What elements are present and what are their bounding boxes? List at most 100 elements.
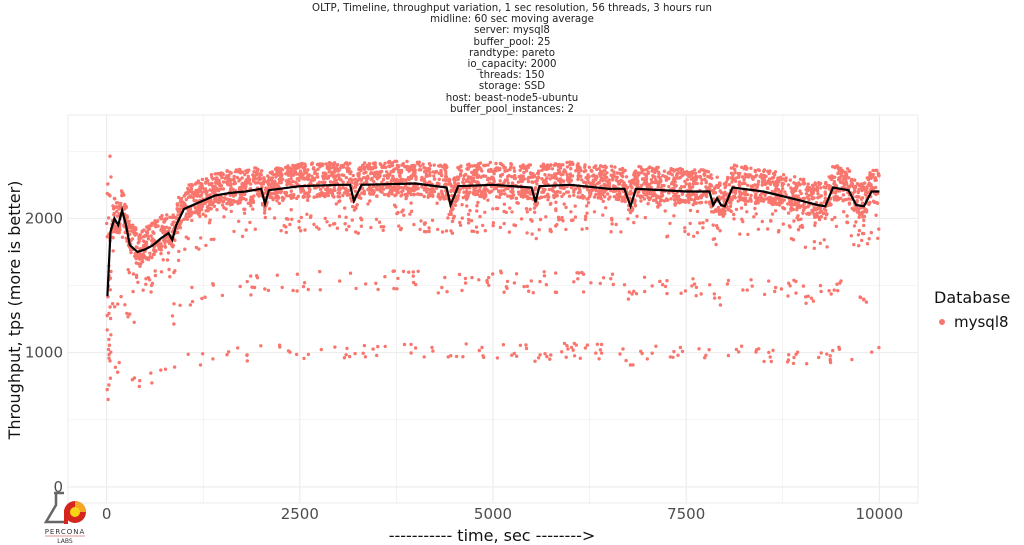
data-point (310, 174, 314, 178)
data-point (303, 228, 307, 232)
data-point (633, 169, 638, 173)
data-point (484, 174, 488, 178)
data-point (814, 208, 818, 212)
data-point (676, 172, 680, 176)
data-point (392, 186, 396, 190)
data-point (441, 178, 446, 182)
data-point (170, 222, 174, 227)
data-point (107, 356, 111, 360)
data-point (130, 237, 135, 241)
data-point (558, 190, 562, 194)
percona-labs-logo: PERCONA LABS (43, 491, 86, 545)
data-point (232, 229, 236, 234)
data-point (524, 207, 529, 211)
data-point (419, 168, 423, 172)
data-point (220, 293, 225, 298)
data-point (739, 206, 744, 210)
data-point (581, 290, 586, 294)
data-point (347, 224, 351, 229)
data-point (105, 313, 109, 318)
data-point (732, 212, 736, 217)
data-point (396, 164, 401, 168)
data-point (309, 214, 313, 218)
data-point (762, 292, 767, 297)
logo-subtext: LABS (57, 538, 73, 545)
data-point (569, 345, 574, 350)
data-point (159, 368, 163, 372)
data-point (327, 169, 331, 173)
data-point (355, 203, 359, 207)
data-point (728, 204, 733, 209)
data-point (705, 218, 709, 223)
data-point (836, 289, 840, 293)
data-point (267, 207, 272, 211)
data-point (218, 196, 222, 200)
data-point (106, 347, 111, 352)
data-point (106, 182, 110, 186)
data-point (766, 179, 770, 183)
data-point (828, 203, 832, 207)
data-point (440, 173, 444, 178)
data-point (245, 279, 249, 284)
data-point (316, 167, 320, 171)
data-point (418, 192, 423, 197)
data-point (789, 201, 793, 205)
data-point (545, 176, 549, 180)
data-point (197, 187, 201, 192)
data-point (423, 166, 427, 170)
data-point (857, 228, 862, 233)
data-point (129, 250, 133, 255)
data-point (411, 270, 415, 274)
data-point (203, 295, 207, 299)
data-point (737, 195, 741, 199)
data-point (372, 190, 376, 194)
data-point (706, 170, 711, 174)
data-point (111, 204, 115, 208)
data-point (579, 174, 583, 178)
data-point (786, 294, 790, 298)
data-point (635, 214, 639, 218)
data-point (740, 175, 745, 179)
data-point (237, 219, 241, 223)
data-point (168, 275, 172, 279)
data-point (513, 223, 518, 228)
data-point (832, 182, 836, 186)
data-point (353, 185, 357, 189)
data-point (572, 193, 576, 197)
data-point (837, 178, 842, 182)
data-point (107, 352, 111, 357)
data-point (176, 258, 181, 263)
data-point (274, 195, 278, 200)
data-point (407, 177, 411, 182)
data-point (508, 194, 513, 198)
data-point (411, 185, 415, 189)
data-point (179, 203, 183, 208)
data-point (351, 204, 355, 209)
data-point (498, 161, 503, 166)
data-point (460, 216, 464, 220)
data-point (142, 254, 146, 258)
data-point (743, 199, 747, 203)
data-point (392, 269, 396, 273)
data-point (301, 173, 305, 177)
data-point (674, 201, 678, 205)
x-tick-label: 0 (102, 505, 112, 523)
data-point (430, 345, 434, 350)
data-point (835, 198, 839, 202)
data-point (571, 162, 575, 166)
data-point (533, 359, 537, 363)
data-point (655, 195, 659, 200)
data-point (389, 178, 394, 182)
data-point (525, 231, 529, 235)
data-point (375, 194, 379, 198)
data-point (553, 290, 558, 294)
data-point (640, 177, 645, 181)
data-point (554, 271, 558, 275)
data-point (556, 171, 561, 175)
data-point (757, 347, 761, 351)
data-point (877, 227, 881, 231)
data-point (760, 219, 764, 224)
data-point (515, 201, 519, 205)
data-point (135, 251, 140, 256)
data-point (692, 234, 696, 238)
